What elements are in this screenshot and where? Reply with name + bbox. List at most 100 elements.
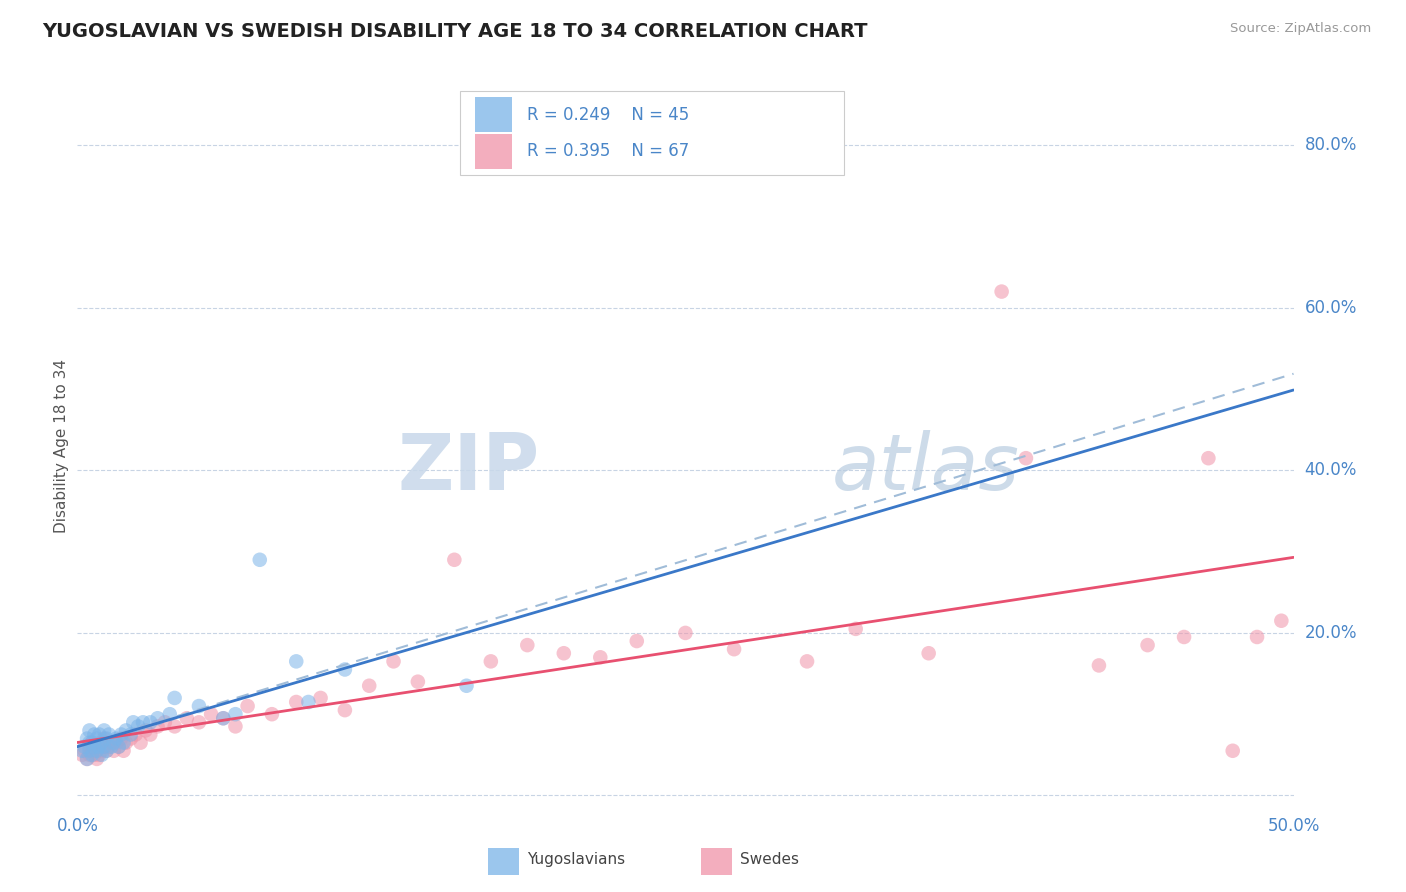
Point (93, 731, 115, 746)
Point (100, 736, 122, 750)
Point (1136, 638, 1159, 652)
Point (1173, 630, 1195, 644)
Point (103, 736, 125, 750)
Point (406, 674, 429, 689)
Point (100, 739, 122, 754)
FancyBboxPatch shape (475, 134, 512, 169)
Point (309, 690, 332, 705)
Point (110, 727, 132, 741)
Point (73, 739, 96, 754)
Point (212, 711, 235, 725)
Point (86, 744, 108, 758)
Point (120, 727, 142, 741)
Point (188, 699, 211, 714)
Point (1015, 451, 1038, 466)
Point (93, 723, 115, 738)
Point (139, 727, 162, 741)
Point (103, 744, 125, 758)
Point (333, 663, 356, 677)
Point (105, 731, 128, 746)
Point (115, 736, 138, 750)
Point (188, 715, 211, 730)
Point (723, 642, 745, 657)
Point (163, 690, 186, 705)
Point (90, 747, 112, 762)
Point (122, 715, 145, 730)
Point (105, 736, 128, 750)
Text: 40.0%: 40.0% (1305, 461, 1357, 479)
Point (224, 719, 246, 733)
Point (76, 752, 98, 766)
Point (1088, 658, 1111, 673)
Text: ZIP: ZIP (398, 430, 540, 506)
Point (83, 747, 105, 762)
Point (76, 752, 98, 766)
Point (86, 731, 108, 746)
Point (107, 739, 129, 754)
Point (333, 703, 356, 717)
Point (285, 654, 308, 668)
Point (83, 739, 105, 754)
Point (93, 739, 115, 754)
Text: 60.0%: 60.0% (1305, 299, 1357, 317)
Point (212, 711, 235, 725)
Point (297, 695, 319, 709)
Point (83, 727, 105, 741)
Point (553, 646, 575, 660)
Point (90, 736, 112, 750)
Point (76, 731, 98, 746)
Point (96, 744, 118, 758)
Point (224, 707, 246, 722)
Point (89, 739, 111, 754)
Point (626, 634, 648, 648)
Point (589, 650, 612, 665)
Point (89, 739, 111, 754)
Point (139, 715, 162, 730)
Point (97, 739, 120, 754)
Point (456, 679, 478, 693)
Point (80, 736, 103, 750)
Point (132, 715, 155, 730)
Point (89, 747, 111, 762)
Point (96, 731, 118, 746)
Point (236, 699, 259, 714)
Point (516, 638, 538, 652)
Text: Yugoslavians: Yugoslavians (527, 852, 626, 867)
Point (260, 707, 283, 722)
Point (134, 723, 156, 738)
FancyBboxPatch shape (702, 847, 731, 875)
Point (93, 739, 115, 754)
Point (1270, 614, 1292, 628)
Text: 80.0%: 80.0% (1305, 136, 1357, 154)
Point (127, 719, 149, 733)
Point (112, 744, 135, 758)
FancyBboxPatch shape (460, 91, 844, 176)
Point (359, 679, 381, 693)
Point (80, 747, 103, 762)
Point (443, 553, 465, 567)
Point (1197, 451, 1219, 466)
Point (90, 736, 112, 750)
Point (86, 744, 108, 758)
Point (79, 744, 101, 758)
Point (249, 553, 271, 567)
Point (146, 719, 169, 733)
Point (115, 723, 138, 738)
Point (159, 707, 181, 722)
Point (990, 285, 1012, 299)
Point (89, 727, 111, 741)
Point (129, 736, 152, 750)
Point (79, 747, 101, 762)
Point (382, 654, 405, 668)
Point (79, 723, 101, 738)
Text: Swedes: Swedes (740, 852, 799, 867)
Point (918, 646, 941, 660)
Point (80, 744, 103, 758)
Point (97, 727, 120, 741)
Point (1222, 744, 1244, 758)
Point (845, 622, 868, 636)
FancyBboxPatch shape (475, 97, 512, 132)
Text: atlas: atlas (831, 430, 1019, 506)
Point (79, 736, 101, 750)
Point (110, 731, 132, 746)
